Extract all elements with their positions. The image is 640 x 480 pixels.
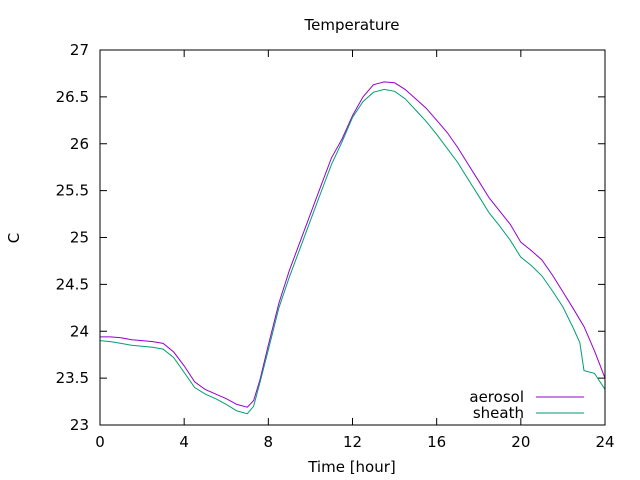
x-tick-label: 0: [95, 433, 105, 451]
x-tick-label: 8: [264, 433, 274, 451]
y-tick-label: 24.5: [56, 275, 89, 293]
series-line-aerosol: [100, 81, 606, 408]
x-tick-label: 24: [595, 433, 614, 451]
plot-frame: [99, 49, 606, 426]
series-lines: [99, 81, 606, 415]
series-line-sheath: [99, 88, 606, 415]
y-tick-label: 27: [70, 41, 89, 59]
tick-labels: 0 4 8 12 16 20 24 23 23.5 24 24.5 25 25.5 26 26.5 27: [56, 41, 615, 451]
y-tick-label: 26.5: [56, 88, 89, 106]
legend-label-aerosol: aerosol: [469, 388, 524, 406]
y-tick-label: 24: [70, 322, 89, 340]
x-tick-label: 16: [427, 433, 446, 451]
y-axis-title: C: [5, 233, 23, 243]
y-tick-label: 25: [70, 229, 89, 247]
legend-label-sheath: sheath: [473, 404, 524, 422]
x-axis-title: Time [hour]: [307, 458, 396, 476]
y-tick-label: 25.5: [56, 182, 89, 200]
x-tick-label: 20: [511, 433, 530, 451]
y-tick-label: 23: [70, 416, 89, 434]
y-tick-label: 23.5: [56, 369, 89, 387]
chart-title: Temperature: [303, 16, 399, 34]
x-tick-label: 12: [343, 433, 362, 451]
axis-ticks: [99, 49, 606, 426]
y-tick-label: 26: [70, 135, 89, 153]
x-tick-label: 4: [179, 433, 189, 451]
